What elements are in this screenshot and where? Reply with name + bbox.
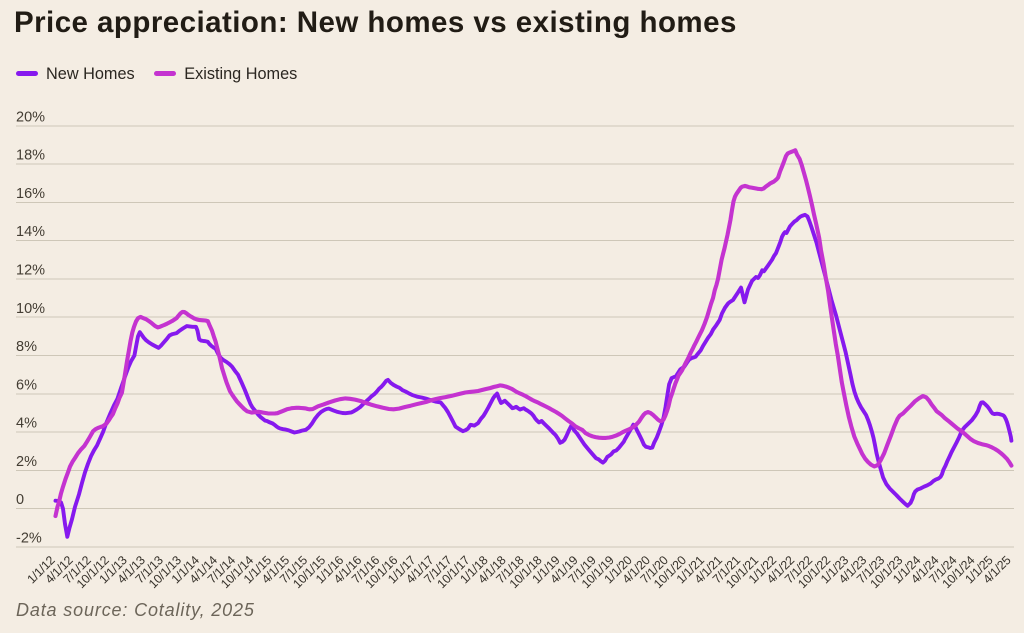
svg-text:-2%: -2% (16, 531, 42, 547)
svg-text:8%: 8% (16, 339, 37, 355)
svg-text:0: 0 (16, 492, 24, 508)
svg-text:14%: 14% (16, 224, 45, 240)
svg-text:16%: 16% (16, 186, 45, 202)
svg-text:12%: 12% (16, 263, 45, 279)
svg-text:6%: 6% (16, 377, 37, 393)
svg-text:10%: 10% (16, 301, 45, 317)
svg-text:18%: 18% (16, 148, 45, 164)
svg-text:4%: 4% (16, 416, 37, 432)
svg-text:20%: 20% (16, 109, 45, 125)
svg-text:2%: 2% (16, 454, 37, 470)
